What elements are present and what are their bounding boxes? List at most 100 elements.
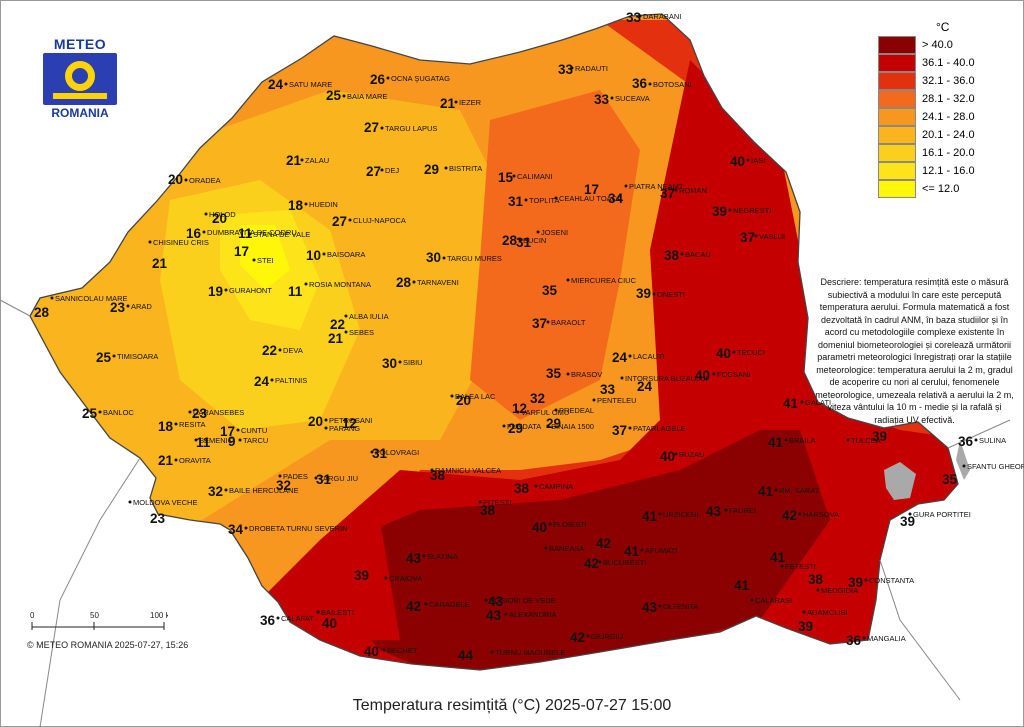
station-name: BUCURESTI <box>603 558 646 567</box>
station-value: 32 <box>530 391 545 406</box>
station-dot <box>276 616 280 620</box>
station-name: PREDEAL <box>559 406 594 415</box>
station-name: RM. SARAT <box>779 486 820 495</box>
station-marker: CONSTANTA 39 <box>848 575 914 590</box>
logo-bar <box>53 93 107 99</box>
station-value: 24 <box>268 77 284 92</box>
station-value: 34 <box>228 522 244 537</box>
station-name: CUNTU <box>241 426 267 435</box>
station-value: 40 <box>730 154 745 169</box>
legend-swatch <box>878 126 916 144</box>
station-name: FETESTI <box>785 562 816 571</box>
scale-label-100: 100 km <box>150 611 168 620</box>
station-value: 35 <box>546 366 562 381</box>
station-name: PITESTI <box>483 498 511 507</box>
station-dot <box>148 240 152 244</box>
station-marker: TARNAVENI 28 <box>396 275 459 290</box>
station-dot <box>620 376 624 380</box>
station-dot <box>380 126 384 130</box>
station-marker: BUCURESTI 42 <box>584 556 646 571</box>
station-name: BAIA MARE <box>347 92 387 101</box>
station-value: 12 <box>512 401 527 416</box>
description-text: Descriere: temperatura resimțită este o … <box>815 277 1014 425</box>
station-value: 22 <box>330 317 345 332</box>
station-value: 18 <box>288 198 304 213</box>
station-name: MEDGIDIA <box>821 586 858 595</box>
station-dot <box>546 320 550 324</box>
station-marker: HARSOVA 42 <box>782 508 839 523</box>
station-name: SANNICOLAU MARE <box>55 294 128 303</box>
station-name: SATU MARE <box>289 80 332 89</box>
legend-label: 12.1 - 16.0 <box>922 165 975 177</box>
station-marker: CHISINEU CRIS 21 <box>148 238 209 271</box>
station-dot <box>864 578 868 582</box>
station-value: 40 <box>364 644 379 659</box>
station-marker: STEI 17 <box>234 244 274 265</box>
station-name: FUNDATA <box>507 422 541 431</box>
station-dot <box>554 408 558 412</box>
station-value: 28 <box>34 305 50 320</box>
station-marker: OLTENITA 43 <box>642 600 699 615</box>
station-value: 9 <box>228 434 236 449</box>
station-name: LACAUTI <box>633 352 665 361</box>
station-dot <box>112 354 116 358</box>
station-name: OCNA ŞUGATAG <box>391 74 450 83</box>
station-marker: TARCU 9 <box>228 434 268 449</box>
legend-row: 16.1 - 20.0 <box>878 144 998 162</box>
station-value: 41 <box>734 578 750 593</box>
station-marker: CAMPINA 38 <box>514 481 573 496</box>
station-name: BUCIN <box>523 236 546 245</box>
station-value: 29 <box>508 421 523 436</box>
logo-emblem <box>43 53 117 105</box>
station-name: ROMAN <box>679 186 707 195</box>
station-marker: DUMBRAVITA DE CODRU 16 <box>186 226 297 241</box>
station-name: VASLUI <box>759 232 785 241</box>
station-name: STEI <box>257 256 274 265</box>
station-dot <box>50 296 54 300</box>
station-name: DROBETA TURNU SEVERIN <box>249 524 348 533</box>
station-value: 24 <box>637 379 653 394</box>
station-marker: ORAVITA 21 <box>158 453 211 468</box>
station-name: BAILE HERCULANE <box>229 486 299 495</box>
station-marker: BAISOARA 10 <box>306 248 365 263</box>
station-name: BOTOSANI <box>653 80 692 89</box>
legend-label: 24.1 - 28.0 <box>922 111 975 123</box>
station-name: IEZER <box>459 98 482 107</box>
station-name: MANGALIA <box>867 634 906 643</box>
station-name: ALBA IULIA <box>349 312 389 321</box>
legend-label: 36.1 - 40.0 <box>922 57 975 69</box>
station-value: 31 <box>316 472 332 487</box>
station-name: PADES <box>283 472 308 481</box>
station-value: 42 <box>584 556 599 571</box>
station-dot <box>244 526 248 530</box>
station-name: CAMPINA <box>539 482 573 491</box>
station-dot <box>382 648 386 652</box>
station-marker: ADAMCLISI 39 <box>798 608 847 634</box>
station-marker: BARAOLT 37 <box>532 316 586 331</box>
station-marker: GURAHONT 19 <box>208 284 272 299</box>
station-name: BAILESTI <box>321 608 354 617</box>
station-value: 21 <box>152 256 168 271</box>
station-value: 43 <box>488 594 504 609</box>
station-dot <box>554 196 558 200</box>
station-value: 37 <box>740 230 755 245</box>
station-dot <box>658 512 662 516</box>
station-name: ZALAU <box>305 156 329 165</box>
station-name: CHISINEU CRIS <box>153 238 209 247</box>
station-value: 28 <box>502 233 518 248</box>
station-dot <box>544 546 548 550</box>
station-dot <box>278 348 282 352</box>
station-dot <box>442 256 446 260</box>
station-name: TECUCI <box>737 348 765 357</box>
station-name: TARNAVENI <box>417 278 459 287</box>
station-dot <box>732 350 736 354</box>
station-value: 43 <box>406 551 422 566</box>
station-dot <box>386 76 390 80</box>
